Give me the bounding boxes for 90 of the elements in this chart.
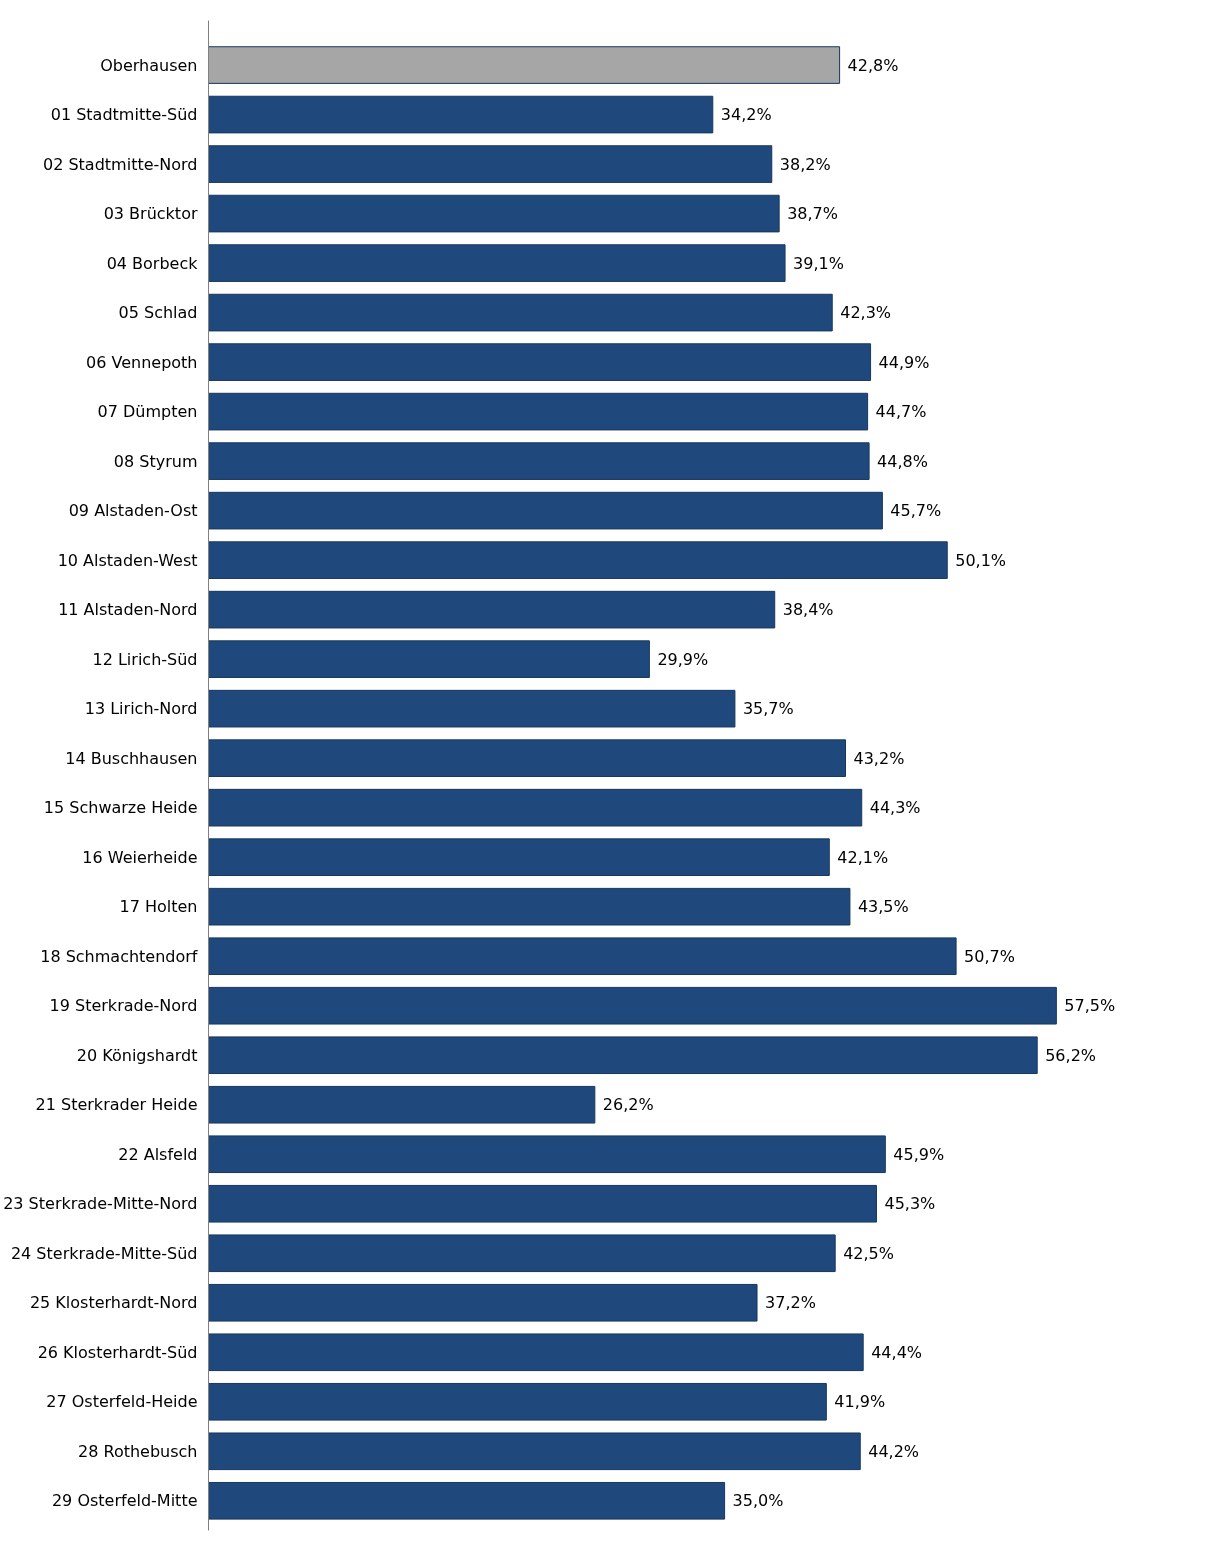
y-tick-label: 16 Weierheide [82,847,198,867]
bar [208,392,869,431]
y-tick-label: 03 Brücktor [103,204,198,224]
data-label: 41,9% [834,1392,886,1412]
bar [208,640,650,678]
bar [208,1283,758,1322]
y-tick-label: 17 Holten [119,897,198,917]
bar [208,244,786,282]
y-tick-label: 20 Königshardt [76,1045,198,1065]
data-label: 44,7% [875,402,927,422]
y-tick-label: 19 Sterkrade-Nord [49,996,198,1016]
data-label: 44,2% [868,1441,920,1461]
data-label: 45,3% [884,1194,936,1214]
data-label: 42,1% [837,847,889,867]
y-tick-label: 05 Schlad [118,303,198,323]
bar [208,293,833,332]
data-label: 35,7% [742,699,794,719]
data-label: 43,5% [857,897,909,917]
data-label: 38,4% [782,600,834,620]
bar [208,1432,861,1471]
bar [208,491,883,530]
data-label: 44,9% [878,352,930,372]
y-tick-label: Oberhausen [100,55,198,75]
data-label: 43,2% [853,748,905,768]
y-tick-label: 06 Vennepoth [86,352,198,372]
bar [208,194,780,233]
data-label: 34,2% [720,105,772,125]
bar [208,1135,886,1174]
data-label: 26,2% [602,1095,654,1115]
y-tick-label: 18 Schmachtendorf [40,946,198,966]
bar [208,1234,836,1273]
data-label: 35,0% [732,1491,784,1511]
y-tick-label: 02 Stadtmitte-Nord [42,154,198,174]
data-label: 45,9% [893,1144,945,1164]
data-label: 57,5% [1064,996,1116,1016]
bar [208,541,948,579]
y-tick-label: 09 Alstaden-Ost [68,501,198,521]
bar [208,343,872,381]
data-label: 44,8% [877,451,928,471]
data-label: 50,1% [955,550,1007,570]
data-label: 38,2% [779,154,831,174]
bar [208,689,736,728]
y-tick-label: 27 Osterfeld-Heide [46,1392,198,1412]
y-tick-label: 22 Alsfeld [118,1144,198,1164]
y-tick-label: 01 Stadtmitte-Süd [50,105,198,125]
bar [208,1085,596,1124]
y-tick-label: 08 Styrum [113,451,198,471]
bar [208,838,830,877]
bar [208,1184,877,1223]
data-label: 44,4% [871,1342,923,1362]
y-tick-label: 14 Buschhausen [65,748,198,768]
data-label: 45,7% [890,501,942,521]
bar [208,442,870,480]
y-tick-label: 26 Klosterhardt-Süd [37,1342,198,1362]
data-label: 50,7% [964,946,1015,966]
bar [208,95,714,134]
y-tick-label: 04 Borbeck [106,253,199,273]
data-label: 56,2% [1045,1045,1097,1065]
y-tick-label: 13 Lirich-Nord [84,699,198,719]
bar [208,739,846,777]
y-tick-label: 11 Alstaden-Nord [58,600,198,620]
data-label: 42,5% [843,1243,895,1263]
data-label: 38,7% [787,204,838,224]
bar [208,887,851,926]
y-tick-label: 12 Lirich-Süd [92,649,198,669]
y-tick-label: 24 Sterkrade-Mitte-Süd [10,1243,198,1263]
data-label: 42,8% [847,55,899,75]
y-tick-label: 10 Alstaden-West [57,550,198,570]
bar [208,1481,726,1520]
bar [208,1036,1038,1075]
y-tick-label: 07 Dümpten [97,402,198,422]
data-label: 44,3% [869,798,921,818]
bar [208,986,1057,1025]
bar [208,46,841,84]
y-tick-label: 23 Sterkrade-Mitte-Nord [3,1194,198,1214]
y-tick-label: 15 Schwarze Heide [43,798,198,818]
bar [208,1333,864,1372]
bar [208,590,776,629]
data-label: 39,1% [793,253,844,273]
data-label: 42,3% [840,303,892,323]
bar [208,145,773,183]
y-tick-label: 25 Klosterhardt-Nord [29,1293,198,1313]
data-label: 37,2% [765,1293,816,1313]
y-tick-label: 29 Osterfeld-Mitte [51,1491,198,1511]
bar [208,937,957,976]
data-label: 29,9% [657,649,709,669]
bar [208,1382,827,1421]
y-tick-label: 28 Rothebusch [78,1441,198,1461]
y-tick-label: 21 Sterkrader Heide [35,1095,198,1115]
bar [208,788,863,827]
